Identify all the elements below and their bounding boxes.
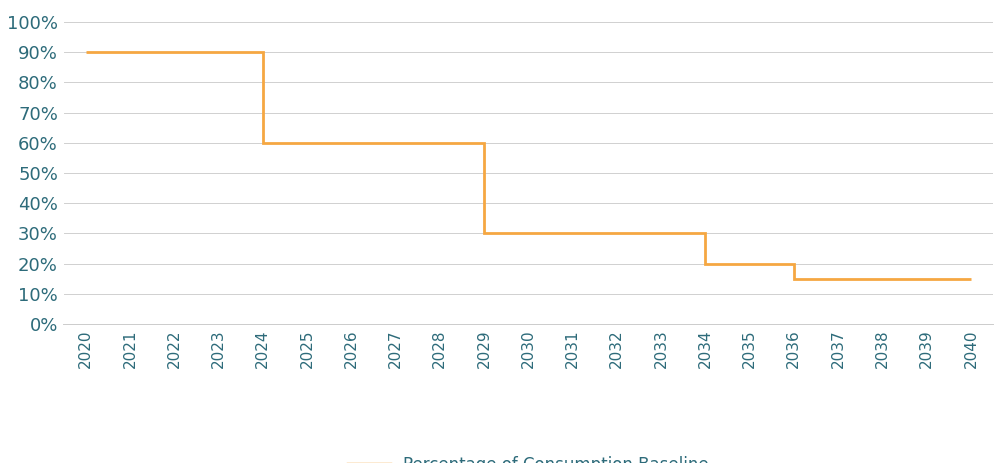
Legend: Percentage of Consumption Baseline: Percentage of Consumption Baseline (341, 450, 715, 463)
